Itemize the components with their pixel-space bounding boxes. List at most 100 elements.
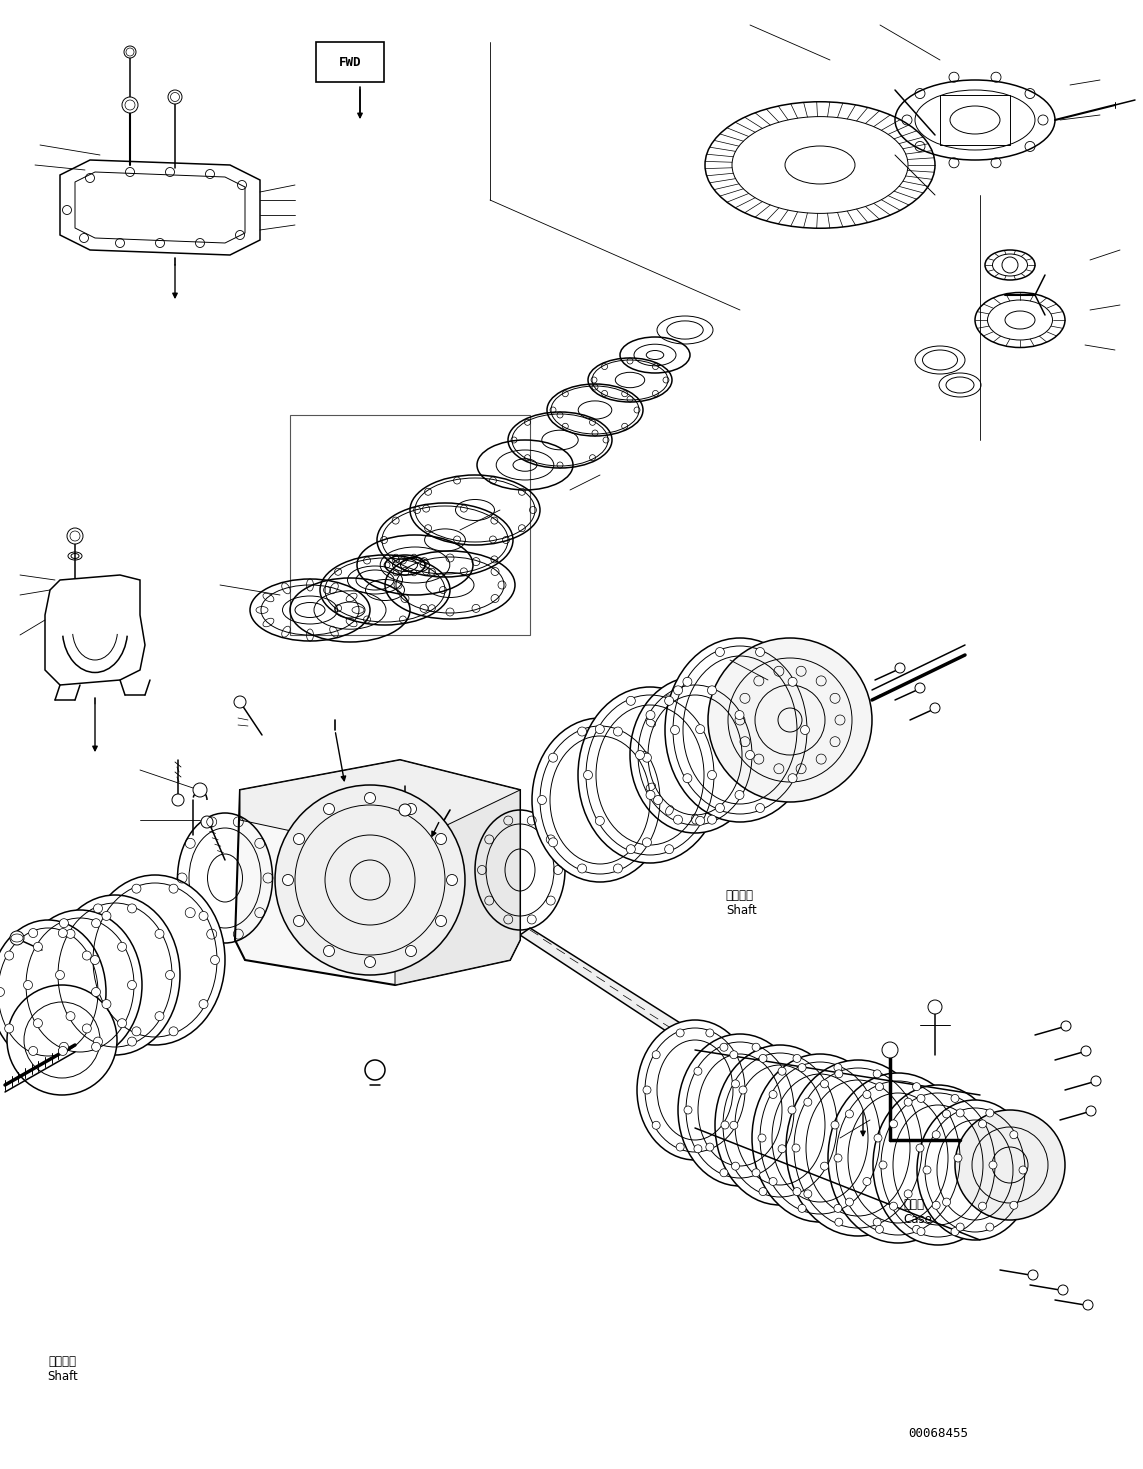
Circle shape [406,946,416,956]
Circle shape [128,1037,136,1046]
Circle shape [294,915,304,927]
Circle shape [708,638,872,802]
Circle shape [123,46,136,57]
Circle shape [1009,1202,1017,1209]
Circle shape [1020,1166,1028,1174]
Circle shape [863,1178,871,1185]
Circle shape [537,796,546,805]
Circle shape [128,903,136,912]
Circle shape [882,1042,898,1058]
Circle shape [957,1109,965,1116]
Circle shape [876,1225,884,1234]
Circle shape [29,1046,38,1055]
Circle shape [732,1080,740,1089]
Circle shape [916,1144,924,1152]
Circle shape [82,1024,91,1033]
Circle shape [889,1202,897,1210]
Circle shape [614,727,623,736]
Circle shape [642,837,652,846]
Circle shape [399,804,411,815]
Circle shape [904,1099,912,1106]
Circle shape [646,790,655,799]
Circle shape [917,1228,925,1235]
Text: ケース
Case: ケース Case [903,1197,932,1227]
Text: FWD: FWD [338,56,361,69]
Circle shape [10,931,24,945]
Circle shape [677,1028,685,1037]
Circle shape [199,911,208,921]
Circle shape [943,1199,951,1206]
Circle shape [745,751,754,759]
Circle shape [365,956,376,968]
Circle shape [792,1144,800,1152]
Circle shape [716,804,725,812]
Ellipse shape [873,1086,1004,1246]
Circle shape [716,648,725,657]
Circle shape [758,1134,766,1141]
Ellipse shape [0,920,106,1064]
Circle shape [694,1144,702,1153]
Circle shape [834,1218,842,1227]
Circle shape [985,1109,993,1116]
Circle shape [365,1061,385,1080]
Circle shape [294,833,304,845]
Circle shape [673,815,682,824]
Circle shape [769,1090,777,1099]
Circle shape [665,696,673,705]
Circle shape [696,724,704,733]
Polygon shape [240,759,520,851]
Circle shape [128,980,136,990]
Circle shape [66,930,75,939]
Circle shape [956,1111,1065,1219]
Circle shape [1009,1131,1017,1138]
Circle shape [193,783,207,798]
Ellipse shape [752,1053,888,1222]
Circle shape [102,911,111,921]
Circle shape [917,1094,925,1102]
Circle shape [653,1121,661,1130]
Circle shape [863,1090,871,1099]
Ellipse shape [917,1100,1033,1240]
Circle shape [614,864,623,873]
Circle shape [234,696,246,708]
Circle shape [596,724,605,733]
Ellipse shape [630,677,760,833]
Circle shape [671,726,679,734]
Polygon shape [59,160,259,256]
Circle shape [91,987,101,996]
Circle shape [778,1066,786,1075]
Circle shape [730,1050,738,1059]
Circle shape [912,1083,920,1090]
Circle shape [1086,1106,1096,1116]
Circle shape [793,1055,801,1062]
Circle shape [720,1169,728,1177]
Circle shape [665,845,673,853]
Polygon shape [45,574,145,685]
Circle shape [933,1131,941,1138]
Circle shape [879,1161,887,1169]
Circle shape [122,97,138,113]
Circle shape [447,874,457,886]
Circle shape [708,815,717,824]
Ellipse shape [678,1034,802,1185]
Circle shape [752,1169,760,1177]
Ellipse shape [18,909,142,1061]
Circle shape [889,1119,897,1128]
Circle shape [58,1046,67,1055]
Ellipse shape [531,718,668,881]
Circle shape [59,918,69,928]
Circle shape [834,1155,842,1162]
Circle shape [682,774,692,783]
Ellipse shape [786,1061,930,1235]
Circle shape [1061,1021,1071,1031]
Circle shape [33,1018,42,1028]
Circle shape [131,1027,141,1036]
Circle shape [1084,1300,1093,1310]
Circle shape [821,1162,829,1171]
Circle shape [1002,257,1018,273]
Circle shape [169,1027,178,1036]
Circle shape [684,1106,692,1114]
Circle shape [682,677,692,686]
Circle shape [577,864,586,873]
Polygon shape [520,928,716,1050]
